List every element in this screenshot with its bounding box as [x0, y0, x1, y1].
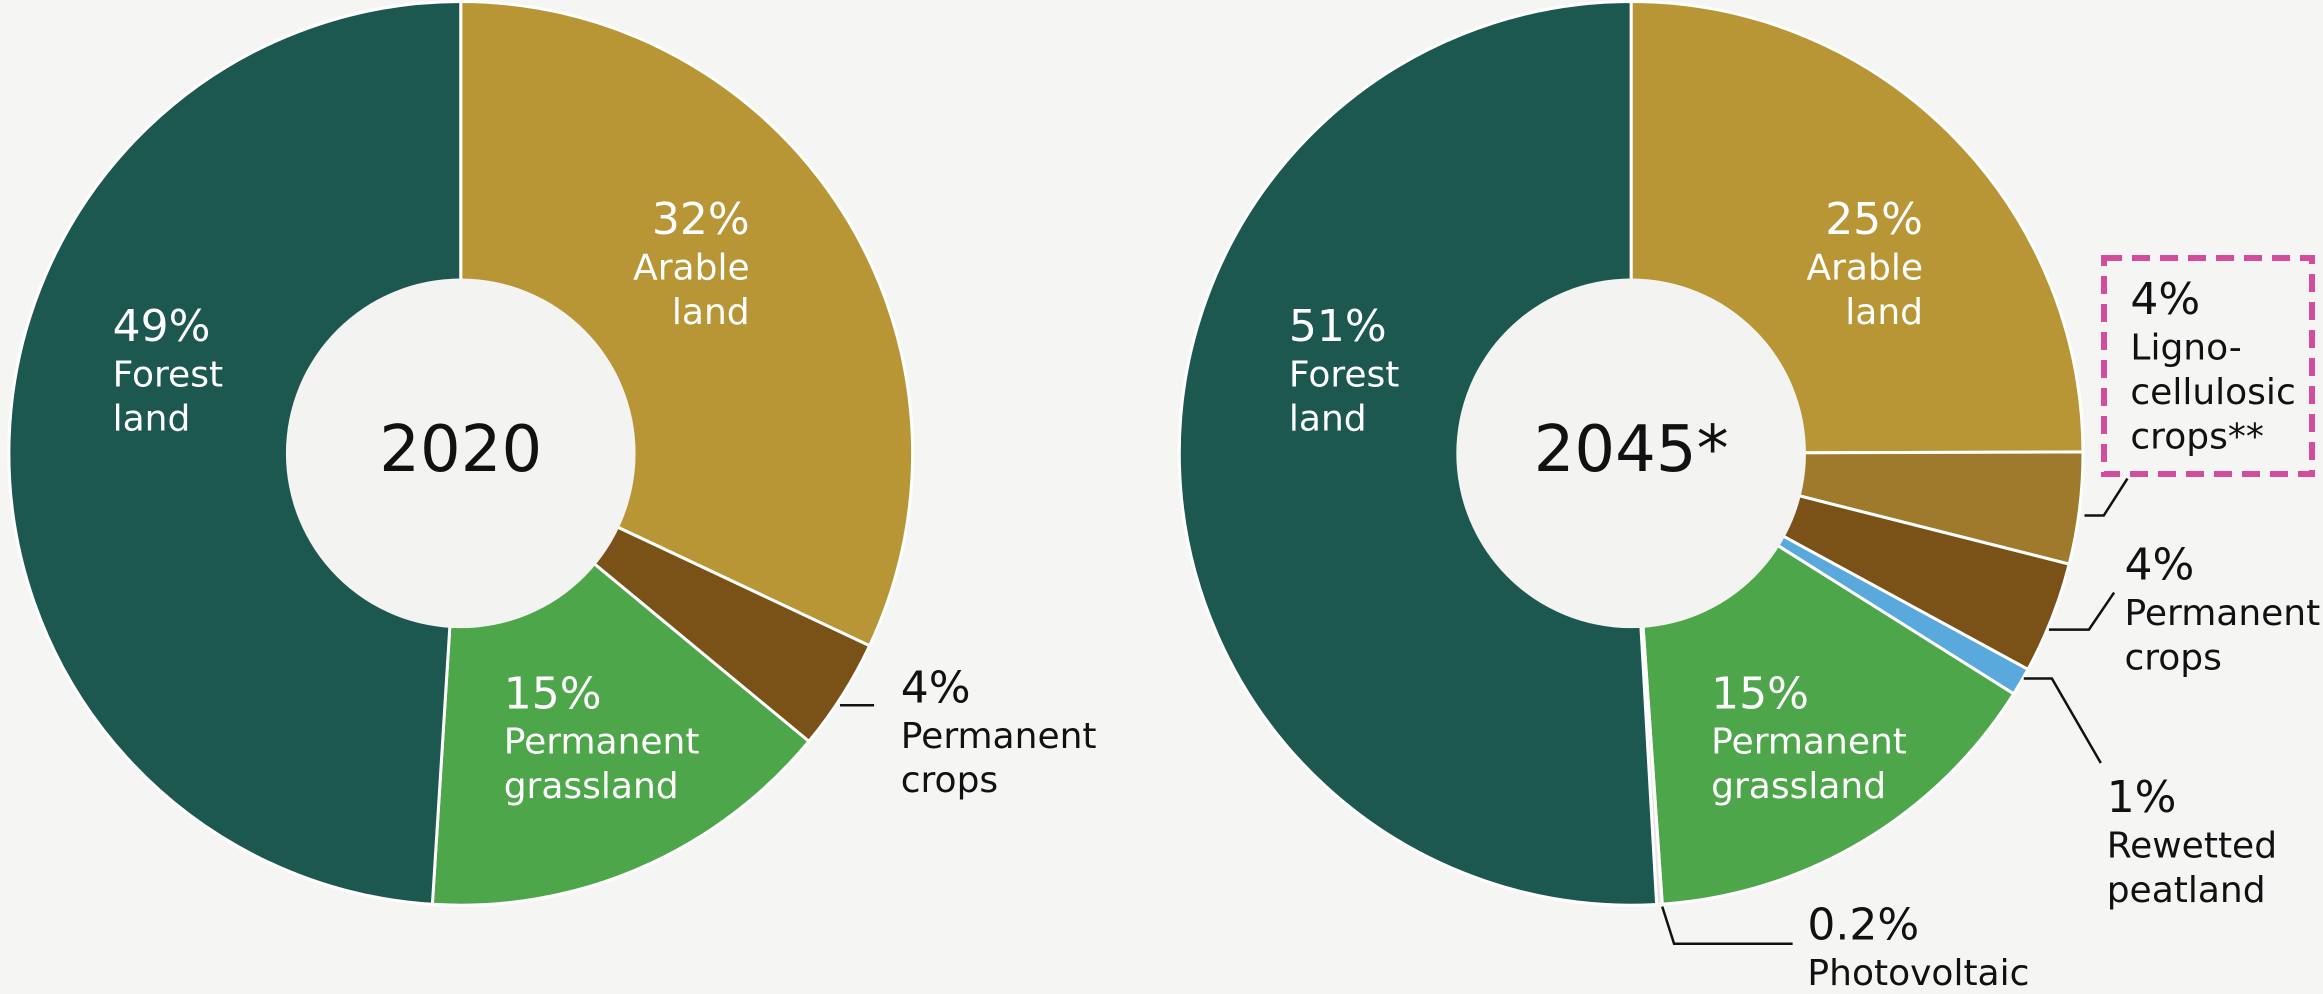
value-label: 25% [1825, 194, 1923, 245]
category-label: Permanent [1711, 722, 1907, 763]
category-label: crops** [2130, 417, 2263, 458]
value-label: 4% [901, 662, 971, 713]
category-label: Forest [1289, 354, 1399, 395]
leader-line [2048, 591, 2116, 631]
category-label: crops [2124, 637, 2221, 678]
chart-title: 2045* [1534, 413, 1729, 487]
highlight-box [2101, 255, 2315, 477]
category-label: land [113, 399, 191, 440]
donut-hole [1456, 278, 1806, 629]
category-label: Permanent [504, 722, 700, 763]
category-label: Arable [1806, 248, 1923, 289]
category-label: crops [901, 760, 998, 801]
category-label: land [1845, 292, 1923, 333]
pie-segment [7, 0, 463, 906]
category-label: Permanent [901, 716, 1097, 757]
leader-line [2084, 477, 2129, 517]
category-label: Arable [633, 248, 750, 289]
chart-title: 2020 [379, 413, 542, 487]
value-label: 49% [113, 301, 211, 352]
value-label: 15% [504, 668, 602, 719]
pie-segment [1177, 0, 1659, 907]
donut-hole [285, 278, 636, 629]
category-label: land [1289, 399, 1367, 440]
leader-line [1661, 906, 1793, 945]
value-label: 0.2% [1807, 899, 1919, 950]
value-label: 32% [652, 194, 750, 245]
category-label: cellulosic [2130, 372, 2295, 413]
category-label: grassland [504, 766, 679, 807]
category-label: Photovoltaic [1807, 953, 2029, 994]
value-label: 51% [1289, 301, 1387, 352]
category-label: land [672, 292, 750, 333]
category-label: grassland [1711, 766, 1886, 807]
value-label: 4% [2124, 539, 2194, 590]
value-label: 15% [1711, 668, 1809, 719]
value-label: 4% [2130, 274, 2200, 325]
category-label: Rewetted [2107, 825, 2277, 866]
category-label: Forest [113, 354, 223, 395]
category-label: peatland [2107, 870, 2266, 911]
category-label: Permanent [2124, 593, 2320, 634]
value-label: 1% [2107, 772, 2177, 823]
leader-line [2023, 677, 2102, 764]
category-label: Ligno- [2130, 328, 2241, 369]
